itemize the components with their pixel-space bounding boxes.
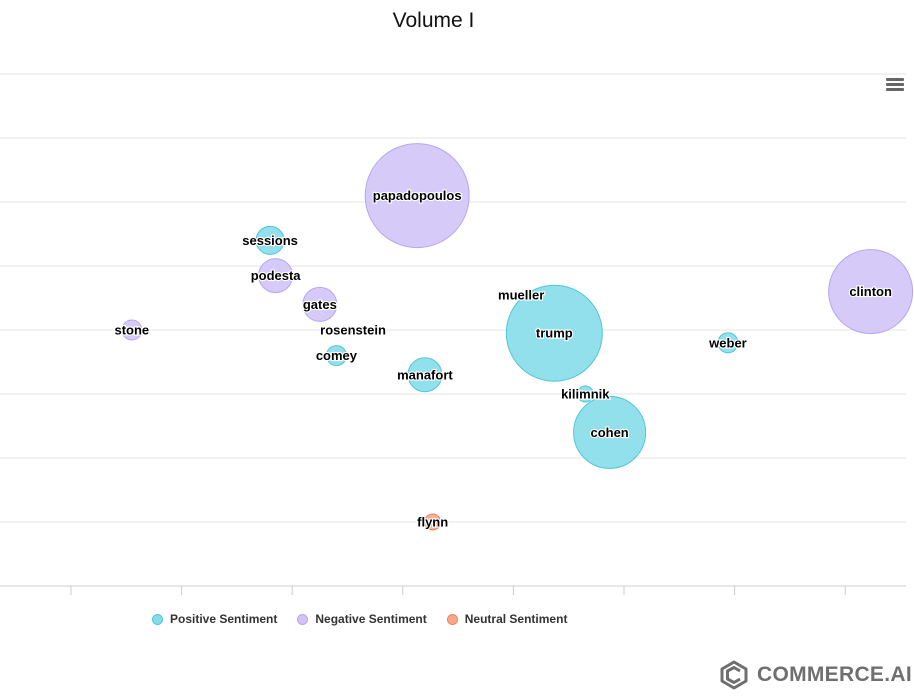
bubble-papadopoulos[interactable] — [364, 143, 470, 249]
bubble-flynn[interactable] — [424, 513, 442, 531]
legend: Positive Sentiment Negative Sentiment Neut… — [152, 612, 567, 626]
bubble-trump[interactable] — [505, 284, 603, 382]
chart-title: Volume I — [392, 9, 475, 32]
bubble-weber[interactable] — [717, 332, 739, 354]
legend-marker — [297, 613, 309, 625]
bubble-label-weber: weber — [708, 335, 747, 350]
bubble-podesta[interactable] — [258, 258, 294, 294]
bubble-clinton[interactable] — [828, 249, 914, 335]
legend-label: Positive Sentiment — [170, 612, 278, 626]
bubble-stone[interactable] — [121, 319, 143, 341]
commerce-ai-logo-icon — [720, 660, 748, 690]
legend-item[interactable]: Positive Sentiment — [152, 612, 277, 626]
bubble-label-gates: gates — [303, 297, 337, 312]
bubble-cohen[interactable] — [573, 395, 647, 469]
bubble-label-stone: stone — [114, 323, 149, 338]
bubble-label-clinton: clinton — [849, 284, 892, 299]
bubble-label-cohen: cohen — [590, 425, 628, 440]
legend-marker — [152, 613, 163, 625]
legend-item[interactable]: Neutral Sentiment — [446, 612, 568, 626]
legend-item[interactable]: Negative Sentiment — [297, 612, 427, 626]
bubble-label-rosenstein: rosenstein — [320, 323, 386, 338]
legend-marker — [446, 613, 458, 625]
legend-label: Negative Sentiment — [315, 612, 427, 626]
bubble-label-manafort: manafort — [397, 367, 453, 382]
legend-label: Neutral Sentiment — [464, 612, 568, 626]
bubble-gates[interactable] — [302, 286, 338, 322]
bubble-label-flynn: flynn — [417, 515, 448, 530]
bubble-label-trump: trump — [536, 326, 573, 341]
bubble-mueller[interactable] — [517, 291, 525, 299]
bubble-label-papadopoulos: papadopoulos — [373, 188, 462, 203]
bubble-sessions[interactable] — [255, 225, 285, 255]
bubble-rosenstein[interactable] — [349, 326, 357, 334]
brand-name: COMMERCE.AI — [757, 663, 912, 686]
bubble-layer — [121, 143, 914, 531]
bubble-kilimnik[interactable] — [576, 385, 594, 403]
brand-logo: COMMERCE.AI — [718, 659, 912, 691]
bubble-comey[interactable] — [325, 345, 347, 367]
bubble-label-comey: comey — [316, 348, 358, 363]
bubble-label-sessions: sessions — [242, 233, 298, 248]
bubble-manafort[interactable] — [407, 357, 443, 393]
bubble-label-podesta: podesta — [251, 268, 302, 283]
bubble-label-mueller: mueller — [498, 287, 544, 302]
label-layer: papadopoulos trump clinton cohen manafort pod… — [113, 187, 893, 531]
bubble-label-kilimnik: kilimnik — [561, 387, 610, 402]
grid-layer — [0, 73, 906, 595]
bubble-chart: papadopoulos trump clinton cohen manafort pod… — [0, 73, 914, 595]
hamburger-menu-icon[interactable] — [886, 78, 904, 92]
